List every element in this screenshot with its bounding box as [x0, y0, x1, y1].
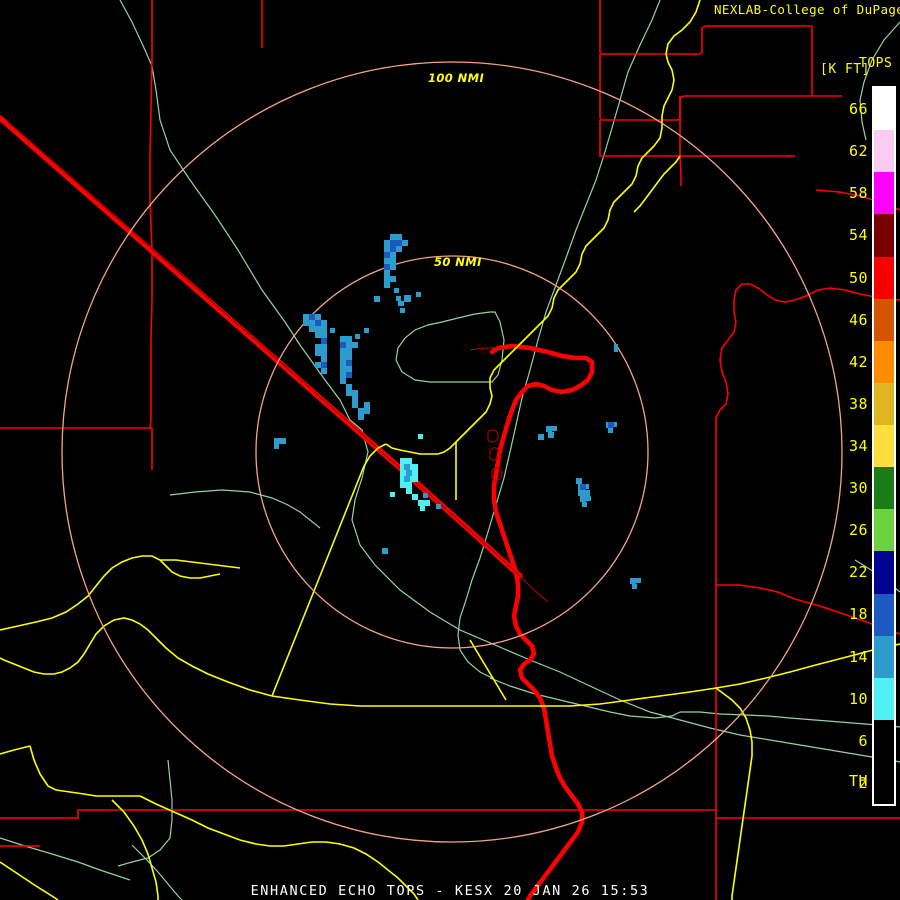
colorbar-band-46 — [874, 298, 894, 341]
colorbar-band-34 — [874, 425, 894, 468]
range-ring-100nmi — [61, 61, 843, 843]
range-ring-50nmi — [255, 255, 649, 649]
colorbar-band-30 — [874, 467, 894, 510]
range-ring-label-100nmi: 100 NMI — [428, 71, 485, 85]
product-status-bar: ENHANCED ECHO TOPS - KESX 20 JAN 26 15:5… — [250, 883, 650, 899]
colorbar-tick-46: 46 — [848, 310, 868, 329]
colorbar-tick-58: 58 — [848, 184, 868, 203]
colorbar-band-42 — [874, 340, 894, 383]
colorbar-tick-42: 42 — [848, 352, 868, 371]
colorbar-tick-threshold: TH — [848, 772, 868, 790]
colorbar-tick-10: 10 — [848, 689, 868, 708]
colorbar-tick-26: 26 — [848, 521, 868, 540]
colorbar-tick-22: 22 — [848, 563, 868, 582]
colorbar-tick-62: 62 — [848, 142, 868, 161]
colorbar-band-58 — [874, 172, 894, 215]
colorbar-band-38 — [874, 382, 894, 425]
colorbar-band-66 — [874, 88, 894, 131]
colorbar-band-6 — [874, 719, 894, 762]
colorbar-tick-2: 2 — [858, 773, 868, 792]
colorbar-band-54 — [874, 214, 894, 257]
river-detail — [469, 347, 503, 481]
colorbar-band-10 — [874, 677, 894, 720]
colorbar-tick-14: 14 — [848, 647, 868, 666]
nexlab-credit: NEXLAB-College of DuPage R — [714, 2, 900, 17]
river-feature — [489, 343, 595, 900]
tops-colorbar[interactable] — [872, 86, 896, 806]
colorbar-tick-54: 54 — [848, 226, 868, 245]
colorbar-tick-34: 34 — [848, 437, 868, 455]
interstate-highway-shadow — [7, 121, 549, 603]
colorbar-band-26 — [874, 509, 894, 552]
legend-title: TOPS — [859, 56, 893, 71]
colorbar-band-2 — [874, 762, 894, 805]
colorbar-band-14 — [874, 635, 894, 678]
echo-tops-returns — [274, 234, 641, 589]
range-ring-label-50nmi: 50 NMI — [434, 255, 482, 269]
colorbar-band-18 — [874, 593, 894, 636]
colorbar-tick-66: 66 — [848, 100, 868, 119]
colorbar-band-50 — [874, 256, 894, 299]
range-rings — [61, 61, 843, 843]
colorbar-band-62 — [874, 130, 894, 173]
colorbar-tick-30: 30 — [848, 479, 868, 498]
colorbar-tick-50: 50 — [848, 268, 868, 287]
colorbar-tick-6: 6 — [858, 731, 868, 750]
colorbar-band-22 — [874, 551, 894, 594]
colorbar-tick-labels: 66 62 58 54 50 46 42 38 34 30 26 22 18 14 10 6 2 TH — [820, 86, 868, 806]
colorbar-tick-18: 18 — [848, 605, 868, 624]
legend-units: [K FT] — [820, 62, 870, 77]
colorbar-bands — [874, 88, 894, 805]
colorbar-tick-38: 38 — [848, 394, 868, 413]
